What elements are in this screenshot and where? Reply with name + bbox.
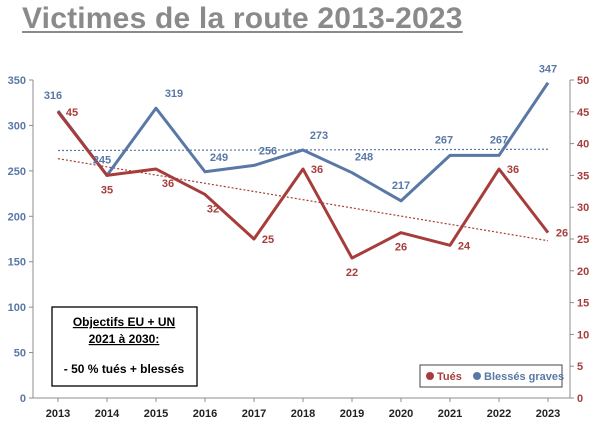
series-line xyxy=(56,110,550,260)
series-line xyxy=(56,81,550,203)
trendlines xyxy=(57,148,549,242)
legend-marker xyxy=(473,372,481,380)
legend: Tués Blessés graves xyxy=(419,364,564,388)
annotation-line: 2021 à 2030: xyxy=(89,332,160,346)
right-tick-label: 45 xyxy=(577,107,589,119)
data-label: 45 xyxy=(66,107,78,119)
x-tick-label: 2016 xyxy=(193,408,217,420)
x-tick-label: 2014 xyxy=(95,408,120,420)
data-label: 36 xyxy=(311,164,323,176)
x-tick-label: 2019 xyxy=(340,408,364,420)
x-tick-label: 2020 xyxy=(389,408,413,420)
left-tick-label: 250 xyxy=(8,166,26,178)
right-tick-label: 0 xyxy=(577,393,583,405)
x-tick-label: 2023 xyxy=(536,408,560,420)
data-label: 25 xyxy=(262,234,274,246)
right-tick-label: 15 xyxy=(577,298,589,310)
left-tick-label: 300 xyxy=(8,120,26,132)
x-tick-label: 2022 xyxy=(487,408,511,420)
data-label: 319 xyxy=(165,88,183,100)
data-label: 248 xyxy=(355,152,373,164)
right-tick-label: 35 xyxy=(577,170,589,182)
legend-label: Tués xyxy=(437,371,462,383)
data-label: 245 xyxy=(93,154,111,166)
data-label: 26 xyxy=(556,228,568,240)
data-label: 26 xyxy=(395,242,407,254)
right-tick-label: 25 xyxy=(577,234,589,246)
legend-label: Blessés graves xyxy=(484,371,564,383)
annotation-frame xyxy=(51,306,198,387)
data-label: 273 xyxy=(310,130,328,142)
data-label: 24 xyxy=(458,240,471,252)
right-tick-label: 20 xyxy=(577,266,589,278)
right-tick-label: 5 xyxy=(577,361,583,373)
data-labels: 316 245 319 249 256 273 248 217 267 267 347 45 35 36 3… xyxy=(44,64,568,279)
right-tick-label: 40 xyxy=(577,139,589,151)
data-label: 217 xyxy=(392,180,410,192)
x-tick-label: 2013 xyxy=(46,408,70,420)
right-tick-label: 50 xyxy=(577,75,589,87)
series-lines xyxy=(56,81,550,260)
left-tick-label: 350 xyxy=(8,75,26,87)
annotation-line: - 50 % tués + blessés xyxy=(64,362,185,376)
data-label: 22 xyxy=(346,267,358,279)
left-tick-label: 50 xyxy=(14,348,26,360)
right-tick-label: 10 xyxy=(577,329,589,341)
data-label: 35 xyxy=(101,184,113,196)
left-tick-label: 150 xyxy=(8,257,26,269)
right-tick-label: 30 xyxy=(577,202,589,214)
data-label: 249 xyxy=(210,152,228,164)
data-label: 267 xyxy=(435,134,453,146)
x-tick-label: 2015 xyxy=(144,408,168,420)
data-label: 316 xyxy=(44,90,62,102)
legend-frame xyxy=(419,364,563,388)
data-label: 36 xyxy=(507,164,519,176)
data-label: 347 xyxy=(539,64,557,76)
data-label: 36 xyxy=(162,178,174,190)
x-tick-label: 2017 xyxy=(242,408,266,420)
left-tick-label: 0 xyxy=(20,393,26,405)
x-tick-label: 2018 xyxy=(291,408,315,420)
data-label: 256 xyxy=(259,145,277,157)
axes: 0 50 100 150 200 250 300 350 0 5 10 15 20 25 30 35 40 45 5… xyxy=(8,75,590,420)
left-tick-label: 100 xyxy=(8,302,26,314)
x-tick-label: 2021 xyxy=(438,408,462,420)
legend-marker xyxy=(426,372,434,380)
left-tick-label: 200 xyxy=(8,211,26,223)
annotation-line: Objectifs EU + UN xyxy=(73,315,175,329)
chart-title: Victimes de la route 2013-2023 xyxy=(22,2,463,35)
data-label: 267 xyxy=(490,134,508,146)
annotation-box: Objectifs EU + UN 2021 à 2030: - 50 % tués… xyxy=(51,306,198,387)
data-label: 32 xyxy=(207,203,219,215)
trendline xyxy=(57,158,549,242)
